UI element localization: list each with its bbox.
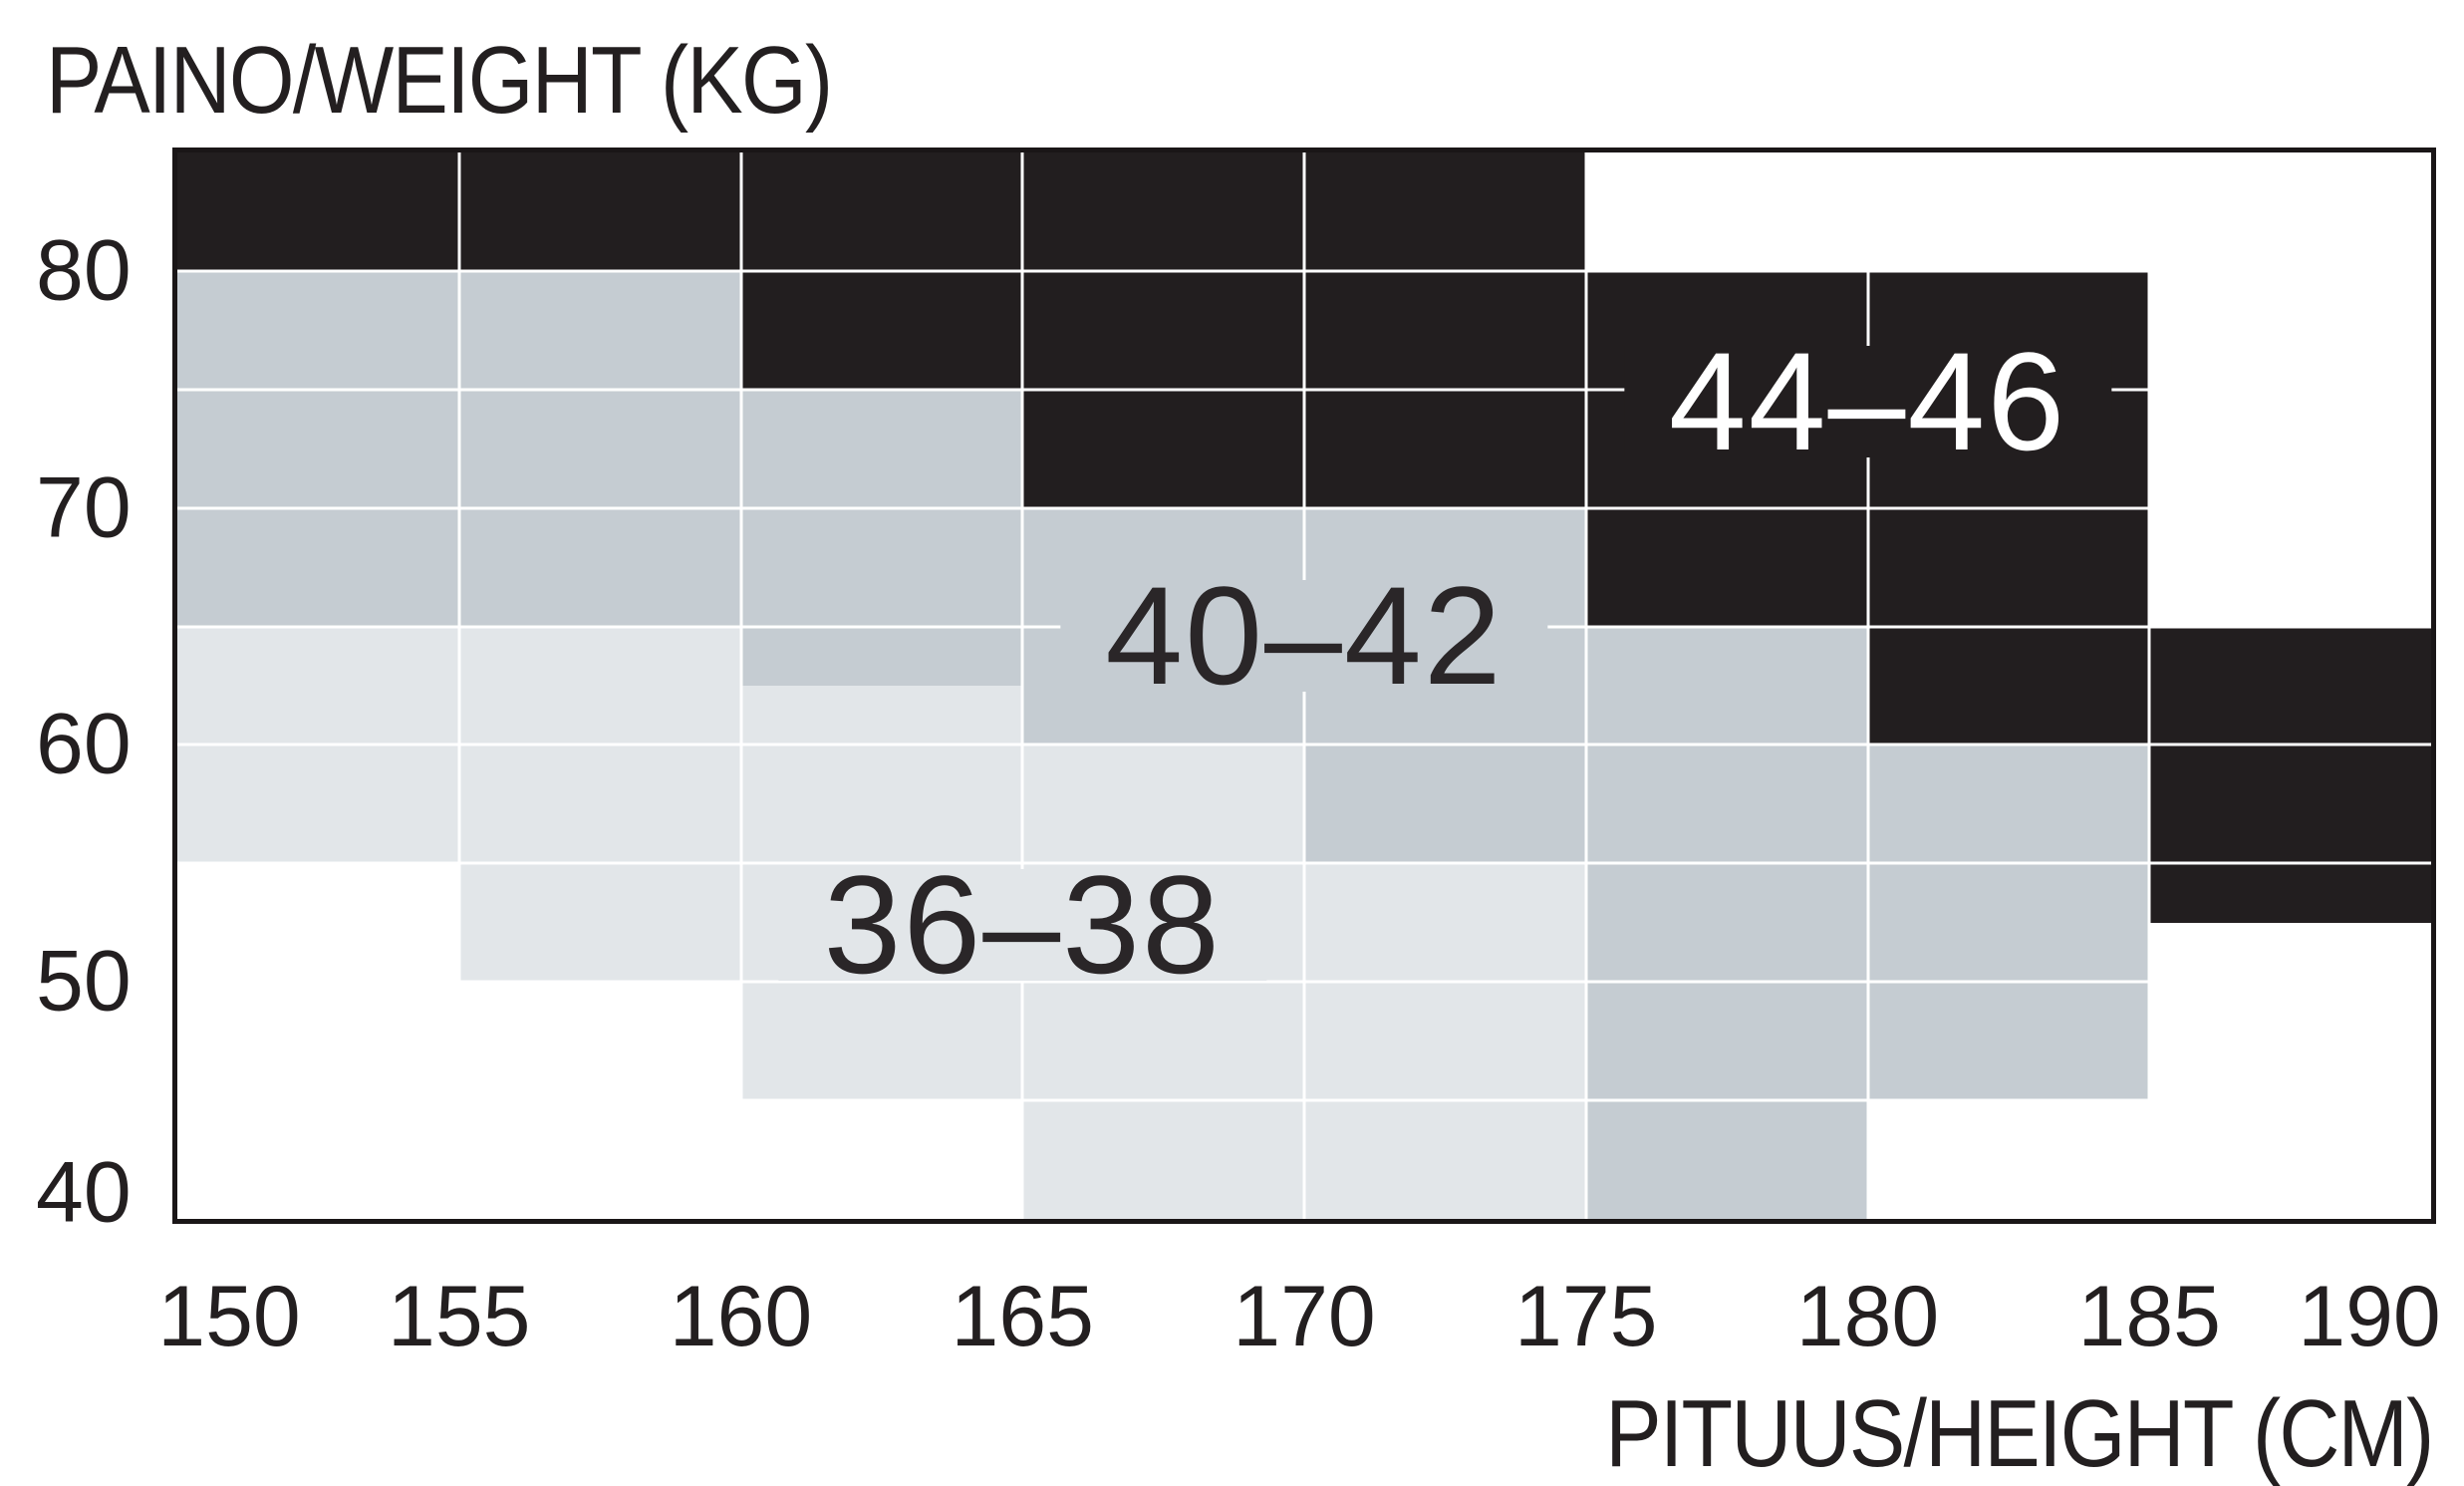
gridline-vertical-175 xyxy=(1584,152,1588,1219)
size-label-40-42: 40–42 xyxy=(1060,566,1548,706)
gridline-horizontal-55 xyxy=(177,861,2431,865)
size-label-36-38: 36–38 xyxy=(778,855,1266,995)
x-tick-label-180: 180 xyxy=(1795,1269,1940,1364)
y-tick-label-40: 40 xyxy=(36,1144,132,1241)
size-region-44-46-cell xyxy=(177,152,1586,271)
y-axis-title: PAINO/WEIGHT (KG) xyxy=(46,27,833,134)
gridline-horizontal-80 xyxy=(177,269,2431,273)
x-tick-label-150: 150 xyxy=(157,1269,301,1364)
size-region-40-42-cell xyxy=(1867,744,2150,1101)
plot-area: 36–38 40–42 44–46 xyxy=(177,152,2431,1219)
x-tick-label-190: 190 xyxy=(2298,1269,2441,1364)
x-tick-label-165: 165 xyxy=(951,1269,1095,1364)
gridline-horizontal-60 xyxy=(177,743,2431,746)
size-region-40-42-cell xyxy=(1585,626,1868,1219)
gridline-vertical-165 xyxy=(1020,152,1024,1219)
size-region-36-38-cell xyxy=(458,626,741,983)
size-region-40-42-cell xyxy=(740,389,1023,686)
size-label-44-46: 44–46 xyxy=(1623,331,2112,470)
gridline-vertical-180 xyxy=(1866,152,1869,1219)
x-tick-label-175: 175 xyxy=(1514,1269,1658,1364)
size-region-44-46-cell xyxy=(2149,626,2431,923)
x-tick-label-155: 155 xyxy=(388,1269,531,1364)
x-tick-label-170: 170 xyxy=(1232,1269,1376,1364)
y-tick-label-60: 60 xyxy=(36,696,132,792)
x-axis-tick-labels: 150 155 160 165 170 175 180 185 190 xyxy=(157,1268,2441,1367)
gridline-horizontal-75 xyxy=(177,388,2431,392)
gridline-vertical-160 xyxy=(739,152,742,1219)
x-tick-label-160: 160 xyxy=(669,1269,813,1364)
gridline-vertical-155 xyxy=(457,152,461,1219)
y-axis-tick-labels: 80 70 60 50 40 xyxy=(36,152,165,1240)
y-tick-label-80: 80 xyxy=(36,222,132,319)
gridline-horizontal-45 xyxy=(177,1098,2431,1102)
gridline-horizontal-50 xyxy=(177,980,2431,984)
y-tick-label-50: 50 xyxy=(36,933,132,1030)
y-tick-label-70: 70 xyxy=(36,459,132,556)
x-tick-label-185: 185 xyxy=(2077,1269,2222,1364)
x-axis-title: PITUUS/HEIGHT (CM) xyxy=(1605,1380,2435,1486)
gridline-vertical-185 xyxy=(2147,152,2151,1219)
gridline-horizontal-70 xyxy=(177,506,2431,510)
size-region-44-46-cell xyxy=(740,270,1586,390)
size-region-36-38-cell xyxy=(1304,863,1586,1219)
